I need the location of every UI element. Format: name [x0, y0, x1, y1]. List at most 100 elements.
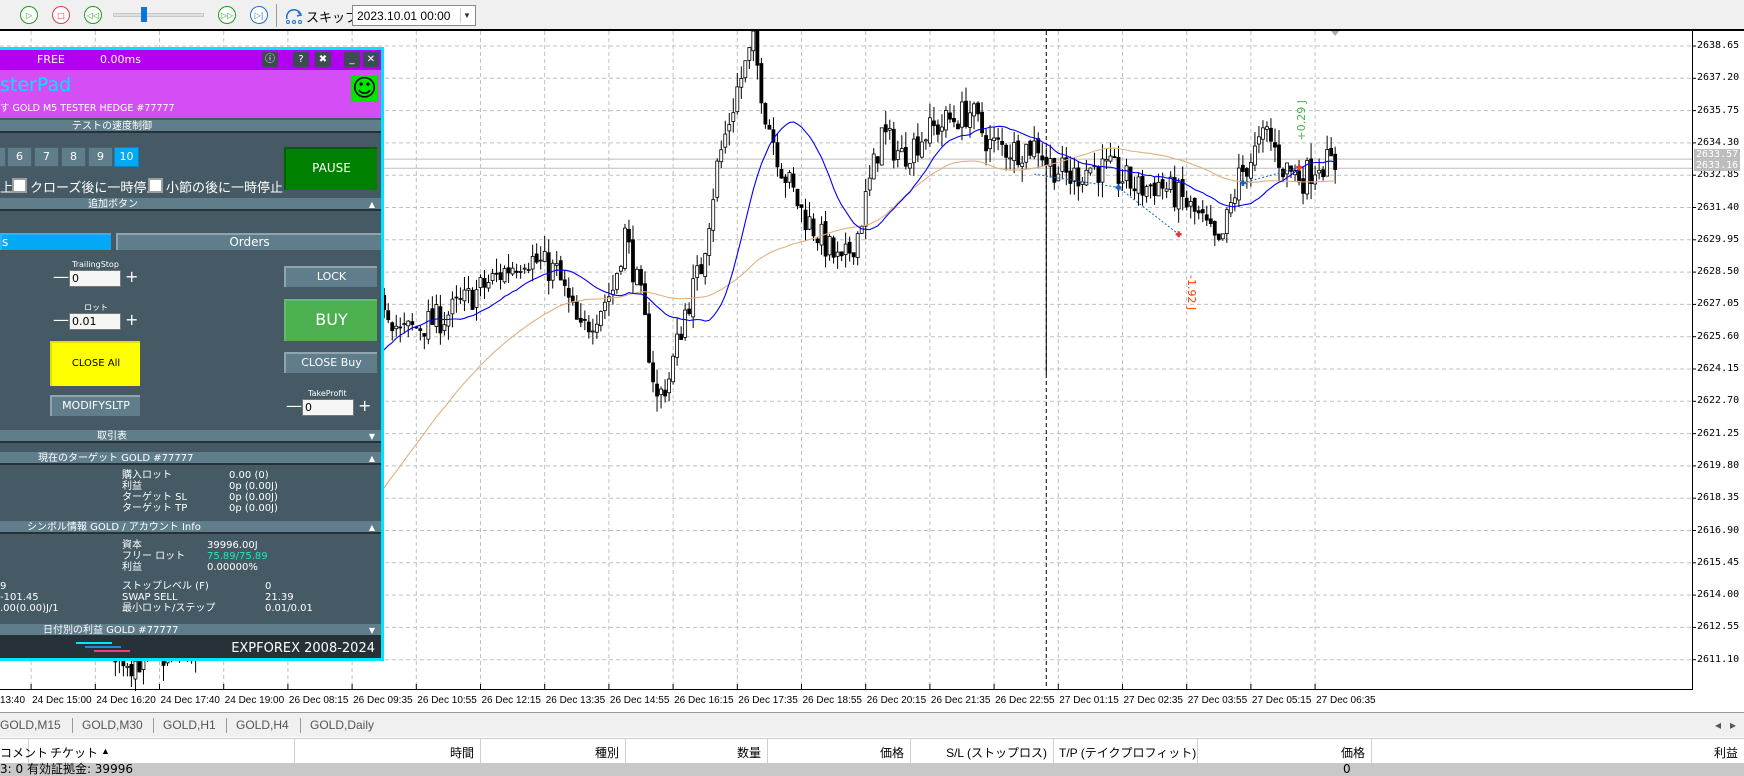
chart-tab-gold-h1[interactable]: GOLD,H1 — [163, 718, 216, 732]
candle-body — [137, 659, 142, 673]
close-all-button[interactable]: CLOSE All — [50, 341, 140, 386]
dropdown-arrow-icon[interactable]: ▼ — [460, 8, 473, 23]
column-header[interactable]: チケット — [50, 746, 99, 760]
column-header[interactable]: S/L (ストップロス) — [946, 746, 1047, 760]
skip-date-field[interactable]: 2023.10.01 00:00 ▼ — [352, 5, 476, 26]
take-profit-input[interactable]: 0 — [302, 399, 354, 416]
tab-divider — [153, 718, 154, 733]
candle — [1289, 165, 1293, 179]
candle-body — [719, 149, 724, 163]
chart-tab-gold-h4[interactable]: GOLD,H4 — [236, 718, 289, 732]
trailing-stop-input[interactable]: 0 — [69, 270, 121, 287]
account-row-label: フリー ロット — [122, 551, 186, 562]
speed-button-5[interactable] — [0, 147, 6, 167]
app-name: sterPad — [0, 74, 72, 96]
tab-positions[interactable]: s — [0, 233, 111, 250]
candle — [619, 264, 623, 275]
candle-body — [1112, 156, 1117, 159]
tp-plus-button[interactable]: + — [358, 396, 372, 415]
candle-body — [1253, 145, 1257, 166]
tp-minus-button[interactable]: — — [286, 396, 302, 415]
speed-button-8[interactable]: 8 — [61, 147, 86, 167]
pause-after-close-checkbox[interactable] — [12, 178, 27, 193]
stop-button[interactable]: □ — [52, 6, 70, 24]
speed-button-9[interactable]: 9 — [88, 147, 113, 167]
sort-ascending-icon[interactable]: ▲ — [101, 746, 110, 756]
scroll-right-icon[interactable]: ▸ — [1730, 718, 1737, 732]
column-header[interactable]: 時間 — [449, 746, 474, 760]
speed-control-header[interactable]: テストの速度制御 — [0, 120, 381, 133]
lot-plus-button[interactable]: + — [125, 310, 139, 329]
candle — [899, 135, 904, 153]
skip-button[interactable]: スキップ — [306, 11, 359, 26]
expand-down-icon[interactable]: ▼ — [368, 432, 375, 441]
rewind-button[interactable]: ◁◁ — [84, 6, 102, 24]
close-buy-button[interactable]: CLOSE Buy — [284, 352, 377, 373]
candle — [1004, 143, 1009, 171]
fast-forward-button[interactable]: ▷▷ — [218, 6, 236, 24]
expand-down-icon[interactable]: ▼ — [368, 626, 375, 635]
lock-button[interactable]: LOCK — [284, 266, 377, 287]
column-header[interactable]: 価格 — [879, 746, 904, 760]
tab-orders[interactable]: Orders — [116, 233, 381, 250]
trailing-plus-button[interactable]: + — [125, 267, 139, 286]
time-tick-label: 26 Dec 16:15 — [674, 695, 734, 706]
collapse-up-icon[interactable]: ▲ — [368, 523, 375, 532]
trailing-minus-button[interactable]: — — [53, 267, 69, 286]
candle-body — [743, 60, 748, 79]
info-icon[interactable]: ⓘ — [262, 52, 278, 67]
candle — [787, 170, 792, 189]
extra-buttons-header[interactable]: 追加ボタン ▲ — [0, 198, 381, 211]
column-header[interactable]: 種別 — [594, 746, 619, 760]
collapse-up-icon[interactable]: ▲ — [368, 200, 375, 209]
speed-slider-thumb[interactable] — [141, 7, 148, 22]
column-header[interactable]: 数量 — [736, 746, 761, 760]
time-axis-line — [0, 689, 1693, 690]
step-forward-button[interactable]: ▷| — [250, 6, 268, 24]
candle — [611, 274, 615, 305]
column-header[interactable]: コメント — [0, 746, 49, 760]
column-header[interactable]: 利益 — [1713, 746, 1738, 760]
speed-button-6[interactable]: 6 — [7, 147, 32, 167]
candle-body — [1281, 168, 1285, 178]
current-target-header[interactable]: 現在のターゲット GOLD #77777 ▲ — [0, 452, 381, 465]
modify-sltp-button[interactable]: MODIFYSLTP — [50, 395, 140, 416]
lot-input[interactable]: 0.01 — [69, 313, 121, 330]
symbol-info-header[interactable]: シンボル情報 GOLD / アカウント Info ▲ — [0, 521, 381, 534]
buy-button[interactable]: BUY — [284, 299, 377, 341]
candle — [450, 291, 455, 328]
column-header[interactable]: T/P (テイクプロフィット) — [1059, 746, 1197, 760]
pause-button[interactable]: PAUSE — [284, 147, 377, 190]
close-icon[interactable]: ✕ — [363, 52, 379, 67]
speed-button-10[interactable]: 10 — [114, 147, 139, 167]
speed-slider[interactable] — [113, 13, 204, 17]
chart-tab-gold-m30[interactable]: GOLD,M30 — [82, 718, 143, 732]
candle-body — [546, 252, 551, 281]
speed-button-7[interactable]: 7 — [34, 147, 59, 167]
stop-icon: □ — [57, 10, 65, 20]
time-tick-label: 26 Dec 13:35 — [545, 695, 606, 706]
candle-body — [406, 320, 411, 327]
scroll-left-icon[interactable]: ◂ — [1715, 718, 1722, 732]
candle-body — [627, 229, 631, 243]
candle — [679, 326, 684, 340]
panel-titlebar[interactable]: FREE 0.00ms ⓘ ? ✖ _ ✕ — [0, 50, 381, 70]
pause-after-bar-checkbox[interactable] — [148, 178, 163, 193]
lot-minus-button[interactable]: — — [53, 310, 69, 329]
candle — [566, 277, 571, 313]
daily-profit-header[interactable]: 日付別の利益 GOLD #77777 ▼ — [0, 624, 381, 637]
price-tick-label: 2628.50 — [1697, 266, 1740, 278]
time-tick-label: 26 Dec 10:55 — [417, 695, 477, 706]
candle — [984, 128, 988, 166]
play-button[interactable]: ▷ — [20, 6, 38, 24]
trade-table-header[interactable]: 取引表 ▼ — [0, 430, 381, 443]
chart-tab-gold-m15[interactable]: GOLD,M15 — [0, 718, 61, 732]
collapse-up-icon[interactable]: ▲ — [368, 454, 375, 463]
minimize-icon[interactable]: _ — [344, 52, 360, 67]
help-icon[interactable]: ? — [293, 52, 309, 67]
chart-tab-gold-daily[interactable]: GOLD,Daily — [310, 718, 375, 732]
target-row-label: ターゲット TP — [122, 503, 188, 514]
column-header[interactable]: 価格 — [1340, 746, 1365, 760]
candle-body — [915, 136, 920, 156]
tools-icon[interactable]: ✖ — [315, 52, 331, 67]
